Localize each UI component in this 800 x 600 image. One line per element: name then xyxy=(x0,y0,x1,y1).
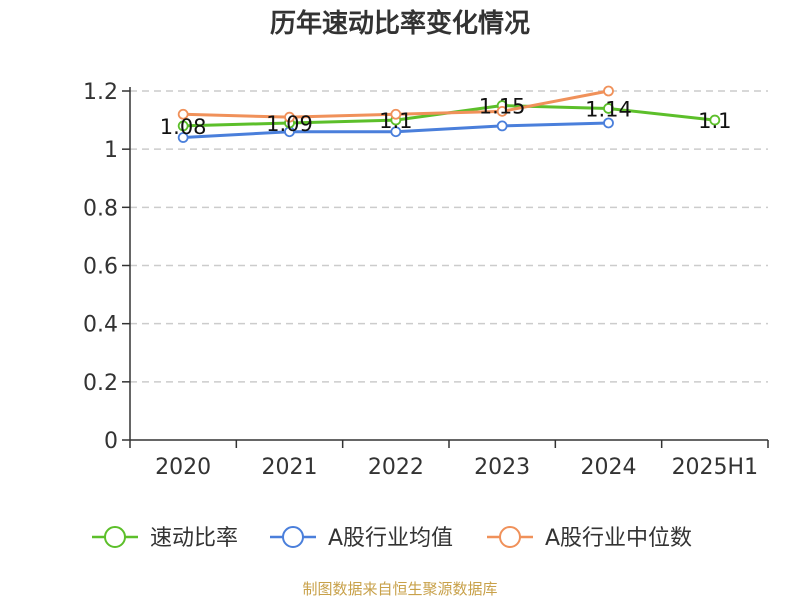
data-point xyxy=(177,132,189,143)
x-tick-label: 2023 xyxy=(474,455,530,480)
y-tick-label: 1.2 xyxy=(83,80,118,105)
data-label: 1.1 xyxy=(698,109,731,133)
legend: 速动比率 A股行业均值 A股行业中位数 xyxy=(92,526,692,551)
series-lines xyxy=(177,85,721,143)
legend-label: 速动比率 xyxy=(150,526,238,551)
data-point xyxy=(496,105,508,117)
chart-title: 历年速动比率变化情况 xyxy=(270,8,530,39)
data-label: 1.14 xyxy=(585,97,632,121)
x-tick-label: 2022 xyxy=(368,455,424,480)
data-point xyxy=(603,103,614,114)
legend-label: A股行业中位数 xyxy=(545,526,692,551)
legend-item[interactable]: A股行业中位数 xyxy=(487,526,692,551)
legend-marker xyxy=(104,526,126,548)
x-tick-label: 2021 xyxy=(262,455,318,480)
x-tick-label: 2025H1 xyxy=(672,455,759,480)
data-point xyxy=(177,120,189,132)
data-point xyxy=(496,120,508,132)
x-tick-label: 2024 xyxy=(581,455,637,480)
y-tick-label: 0.6 xyxy=(83,255,118,280)
y-tick-label: 0.2 xyxy=(83,371,118,396)
data-point xyxy=(603,85,614,97)
data-labels: 1.08 1.09 1.1 1.15 1.14 1.1 xyxy=(160,95,732,139)
data-point xyxy=(603,117,614,129)
x-tick-label: 2020 xyxy=(155,455,211,480)
legend-marker xyxy=(282,526,304,548)
legend-label: A股行业均值 xyxy=(328,526,453,551)
data-label: 1.09 xyxy=(266,112,313,136)
legend-marker xyxy=(499,526,521,548)
y-tick-label: 0.8 xyxy=(83,196,118,221)
legend-item[interactable]: 速动比率 xyxy=(92,526,238,551)
data-point xyxy=(709,114,721,126)
source-note: 制图数据来自恒生聚源数据库 xyxy=(302,580,497,598)
data-point xyxy=(177,108,189,120)
grid-lines xyxy=(130,90,768,383)
y-tick-label: 0.4 xyxy=(83,313,118,338)
axes: 0 0.2 0.4 0.6 0.8 1 1.2 2020 2021 2022 2023 2024 202… xyxy=(83,80,769,480)
data-point xyxy=(390,108,402,120)
legend-item[interactable]: A股行业均值 xyxy=(270,526,453,551)
data-point xyxy=(284,111,295,123)
data-label: 1.08 xyxy=(160,115,207,139)
y-tick-label: 0 xyxy=(104,429,118,454)
data-label: 1.1 xyxy=(379,109,412,133)
data-point xyxy=(390,126,402,138)
data-label: 1.15 xyxy=(479,95,526,119)
y-tick-label: 1 xyxy=(104,138,118,163)
